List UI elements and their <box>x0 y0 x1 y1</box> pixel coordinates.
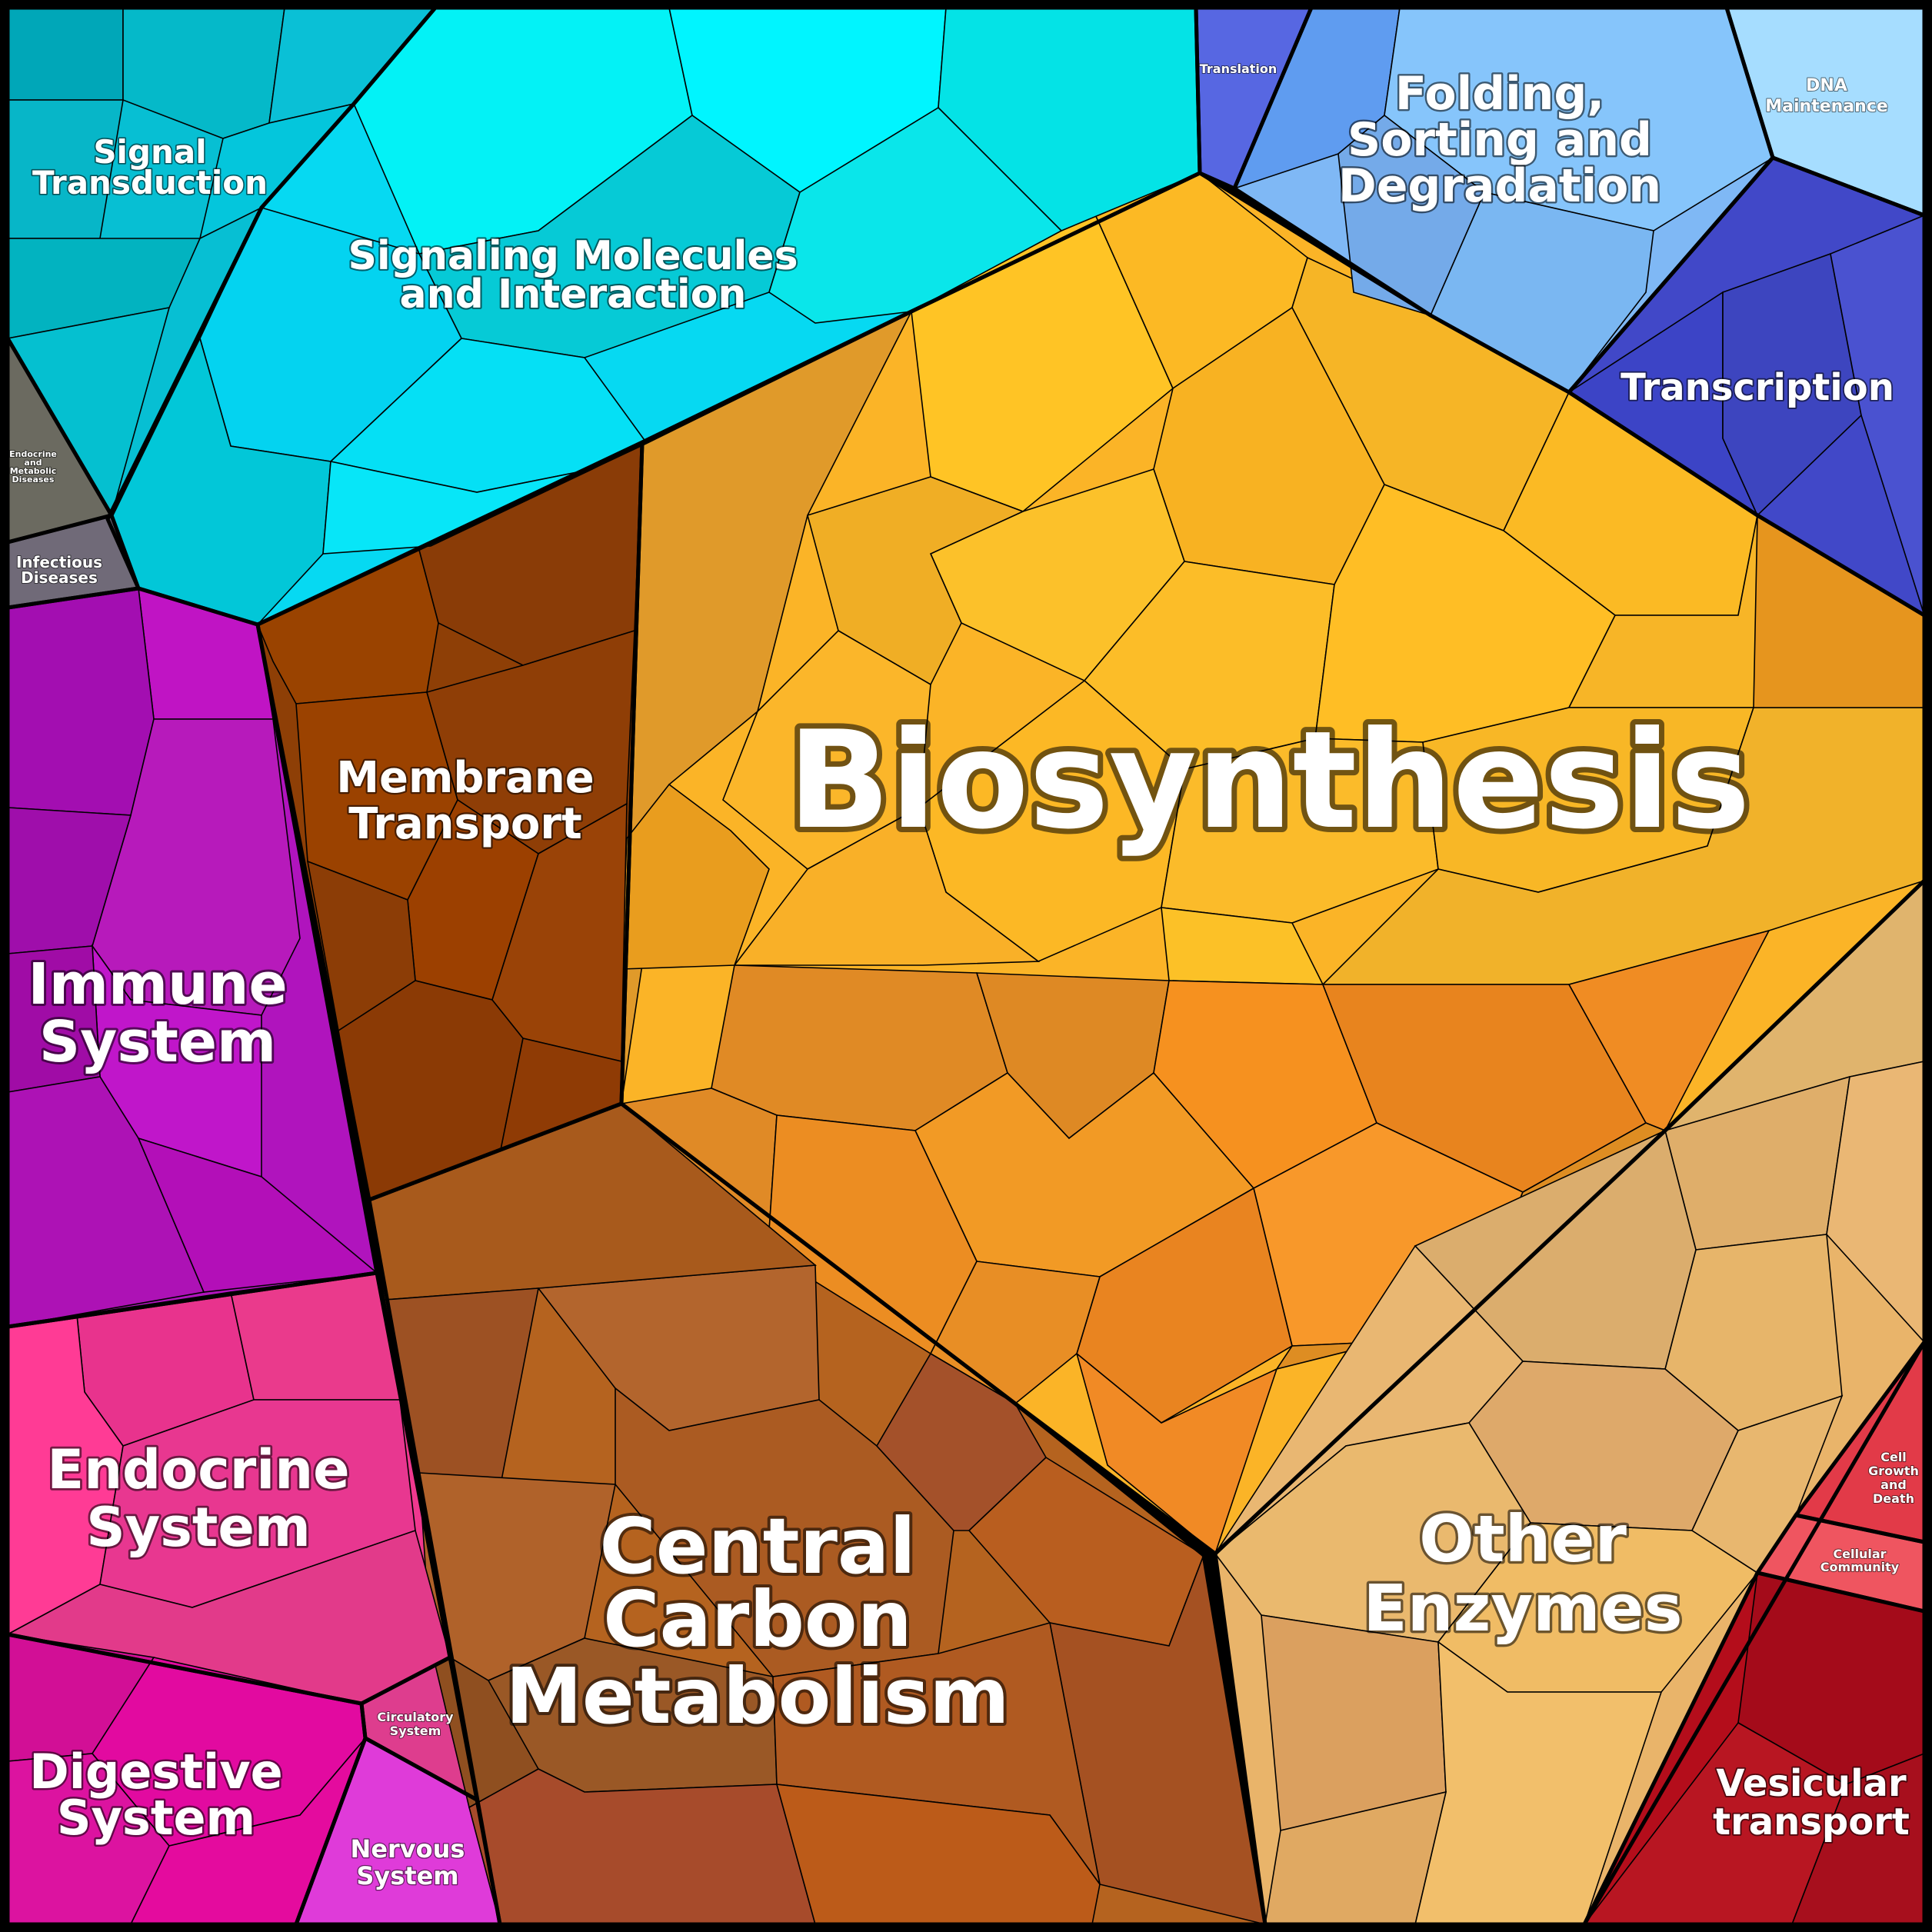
label-line: transport <box>1713 1800 1910 1844</box>
label-line: System <box>39 1009 276 1075</box>
cell <box>322 461 593 555</box>
label-line: Metabolic <box>10 466 57 476</box>
label-line: Carbon <box>603 1574 912 1664</box>
label-membrane-transport: Membrane Transport <box>336 753 594 849</box>
label-signaling-molecules: Signaling Molecules and Interaction <box>348 233 798 318</box>
label-line: Diseases <box>21 568 98 587</box>
label-line: and <box>24 458 42 468</box>
label-line: Growth <box>1868 1464 1919 1478</box>
label-central-carbon: Central Carbon Metabolism <box>505 1501 1009 1741</box>
label-line: System <box>57 1790 255 1846</box>
label-cell-growth: Cell Growth and Death <box>1868 1450 1919 1506</box>
label-line: Vesicular <box>1716 1762 1907 1805</box>
cell <box>7 7 124 101</box>
label-line: Diseases <box>12 475 55 485</box>
label-line: Other <box>1419 1501 1627 1577</box>
label-line: Signal <box>93 133 206 171</box>
label-immune: Immune System <box>28 951 287 1075</box>
label-line: Membrane <box>336 753 594 803</box>
label-folding: Folding, Sorting and Degradation <box>1338 67 1661 213</box>
label-line: Signaling Molecules <box>348 233 798 279</box>
label-cellular-community: Cellular Community <box>1820 1547 1900 1574</box>
label-line: Infectious <box>16 553 102 571</box>
label-line: System <box>356 1861 458 1890</box>
label-circulatory: Circulatory System <box>377 1710 454 1738</box>
label-line: Biosynthesis <box>788 703 1750 859</box>
label-line: and <box>1880 1477 1907 1492</box>
label-line: Death <box>1873 1491 1914 1506</box>
label-dna-maintenance: DNA Maintenance <box>1765 76 1888 116</box>
cell <box>775 1784 1101 1925</box>
cell <box>1075 1351 1278 1555</box>
label-line: Immune <box>28 951 287 1018</box>
label-digestive: Digestive System <box>29 1744 282 1846</box>
label-line: Nervous <box>351 1834 465 1864</box>
label-line: Cellular <box>1833 1547 1886 1561</box>
label-line: Community <box>1820 1560 1900 1574</box>
label-line: Circulatory <box>377 1710 454 1724</box>
cell <box>1722 252 1862 517</box>
label-line: Central <box>599 1501 915 1591</box>
label-endocrine-metabolic: Endocrine and Metabolic Diseases <box>9 449 57 485</box>
label-line: Enzymes <box>1363 1571 1682 1646</box>
subcell-shades <box>5 7 1925 1926</box>
label-line: Sorting and <box>1347 113 1652 167</box>
cell <box>7 588 155 816</box>
label-line: Endocrine <box>47 1438 349 1501</box>
label-line: Transduction <box>32 164 268 202</box>
label-line: Folding, <box>1395 67 1604 121</box>
label-line: Cell <box>1880 1450 1907 1464</box>
cell <box>468 1768 817 1925</box>
label-nervous: Nervous System <box>351 1834 465 1890</box>
label-line: Transport <box>348 799 582 849</box>
label-line: Degradation <box>1338 159 1661 213</box>
label-other-enzymes: Other Enzymes <box>1363 1501 1682 1646</box>
label-line: Metabolism <box>505 1651 1009 1741</box>
label-line: System <box>390 1724 441 1738</box>
label-line: Endocrine <box>9 449 57 459</box>
label-line: System <box>86 1496 311 1559</box>
cell <box>1048 1552 1266 1926</box>
label-infectious: Infectious Diseases <box>16 553 102 587</box>
label-transcription: Transcription <box>1621 366 1894 409</box>
label-line: and Interaction <box>400 271 747 318</box>
label-vesicular: Vesicular transport <box>1713 1762 1910 1844</box>
label-signal-transduction: Signal Transduction <box>32 133 268 202</box>
label-line: Translation <box>1200 62 1277 76</box>
region-labels: Biosynthesis Membrane Transport Central Carb… <box>8 61 1920 1891</box>
label-line: Digestive <box>29 1744 282 1800</box>
label-line: DNA <box>1806 76 1847 95</box>
label-endocrine: Endocrine System <box>47 1438 349 1559</box>
cell <box>1429 192 1654 394</box>
label-line: Transcription <box>1621 366 1894 409</box>
label-translation: Translation <box>1200 62 1277 76</box>
label-line: Maintenance <box>1765 97 1888 116</box>
label-biosynthesis: Biosynthesis <box>788 703 1750 859</box>
